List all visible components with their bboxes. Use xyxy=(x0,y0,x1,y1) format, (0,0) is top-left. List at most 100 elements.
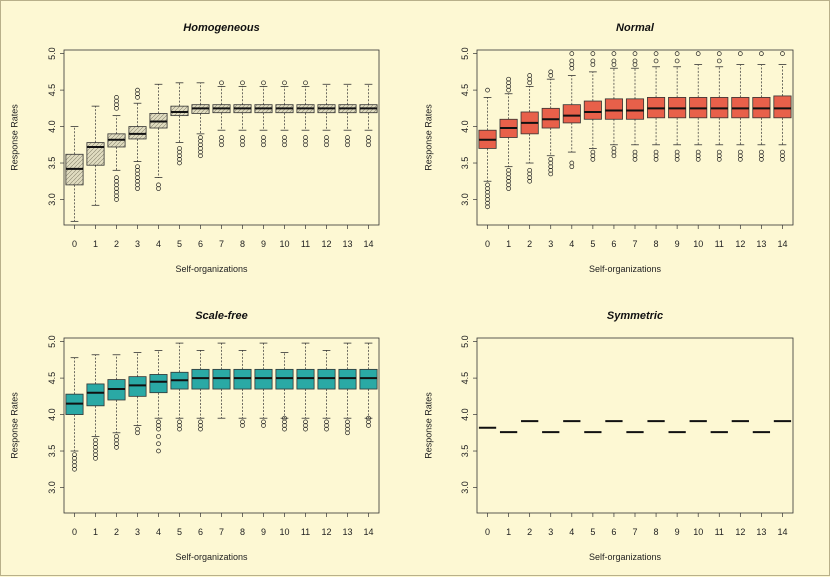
outlier-point xyxy=(569,65,575,71)
x-tick-label: 3 xyxy=(135,527,140,537)
x-tick-label: 1 xyxy=(93,527,98,537)
outlier-point xyxy=(114,182,119,188)
outlier-point xyxy=(114,437,119,443)
outlier-point xyxy=(114,441,119,447)
outlier-point xyxy=(282,138,287,144)
outlier-point xyxy=(282,142,287,148)
box-body xyxy=(233,368,252,390)
outlier-point xyxy=(485,87,490,93)
outlier-point xyxy=(135,171,140,177)
outlier-point xyxy=(114,189,119,195)
box-3 xyxy=(128,352,147,436)
x-tick-label: 12 xyxy=(321,527,331,537)
outlier-point xyxy=(261,135,266,140)
x-tick-label: 12 xyxy=(735,239,745,249)
box-12 xyxy=(317,349,336,432)
outlier-point xyxy=(506,80,511,86)
x-tick-label: 10 xyxy=(693,239,703,249)
x-tick-label: 14 xyxy=(363,527,373,537)
outlier-point xyxy=(780,157,785,162)
outlier-point xyxy=(324,419,329,425)
outlier-point xyxy=(759,51,764,56)
outlier-point xyxy=(506,178,511,184)
box-body xyxy=(191,368,210,390)
outlier-point xyxy=(548,69,554,75)
box-11 xyxy=(296,342,315,432)
outlier-point xyxy=(716,153,722,159)
outlier-point xyxy=(632,153,638,159)
outlier-point xyxy=(93,441,98,447)
x-tick-label: 1 xyxy=(93,239,98,249)
outlier-point xyxy=(506,76,511,82)
x-tick-label: 13 xyxy=(756,239,766,249)
outlier-point xyxy=(261,138,266,144)
outlier-point xyxy=(114,186,119,191)
outlier-point xyxy=(485,197,490,202)
outlier-point xyxy=(485,193,490,199)
outlier-point xyxy=(695,153,701,159)
y-tick-label: 3.5 xyxy=(47,445,57,458)
y-axis-label: Response Rates xyxy=(9,104,19,171)
outlier-point xyxy=(72,452,77,458)
outlier-point xyxy=(548,171,554,177)
outlier-point xyxy=(198,142,203,148)
outlier-point xyxy=(219,80,224,86)
x-tick-label: 6 xyxy=(611,527,616,537)
box-6 xyxy=(191,82,210,159)
box-8 xyxy=(233,80,252,148)
outlier-point xyxy=(674,157,680,162)
box-body xyxy=(359,368,378,390)
x-tick-label: 14 xyxy=(777,239,787,249)
outlier-point xyxy=(177,153,182,159)
x-tick-label: 12 xyxy=(735,527,745,537)
box-body xyxy=(149,374,168,394)
x-tick-label: 0 xyxy=(72,527,77,537)
outlier-point xyxy=(114,434,119,439)
outlier-point xyxy=(345,135,350,140)
x-tick-label: 8 xyxy=(240,527,245,537)
outlier-point xyxy=(261,80,266,86)
x-tick-label: 11 xyxy=(301,239,310,249)
box-3 xyxy=(128,87,147,191)
outlier-point xyxy=(366,423,371,428)
box-11 xyxy=(296,80,315,148)
box-13 xyxy=(752,51,771,162)
y-tick-label: 4.5 xyxy=(460,372,470,385)
outlier-point xyxy=(114,102,119,108)
x-tick-label: 2 xyxy=(114,239,119,249)
outlier-point xyxy=(198,419,203,425)
outlier-point xyxy=(198,149,203,155)
box-body xyxy=(583,100,602,120)
box-7 xyxy=(625,51,645,162)
box-14 xyxy=(359,83,378,148)
x-tick-label: 0 xyxy=(485,239,490,249)
x-tick-label: 7 xyxy=(632,527,637,537)
outlier-point xyxy=(759,153,764,159)
outlier-point xyxy=(240,80,245,86)
y-tick-label: 5.0 xyxy=(460,335,470,348)
outlier-point xyxy=(303,135,308,140)
panel-title: Symmetric xyxy=(607,310,663,322)
outlier-point xyxy=(569,58,575,64)
y-tick-label: 3.0 xyxy=(47,481,57,494)
outlier-point xyxy=(506,182,511,188)
outlier-point xyxy=(72,463,77,468)
box-8 xyxy=(647,51,666,162)
x-tick-label: 3 xyxy=(548,239,553,249)
outlier-point xyxy=(632,62,638,67)
outlier-point xyxy=(569,62,575,67)
outlier-point xyxy=(303,142,308,148)
x-tick-label: 0 xyxy=(485,527,490,537)
outlier-point xyxy=(114,193,119,199)
panel-title: Scale-free xyxy=(195,310,248,322)
outlier-point xyxy=(632,51,638,56)
outlier-point xyxy=(366,135,371,140)
outlier-point xyxy=(611,51,617,56)
outlier-point xyxy=(240,423,245,428)
outlier-point xyxy=(156,448,161,454)
box-body xyxy=(275,368,294,390)
outlier-point xyxy=(114,197,119,202)
outlier-point xyxy=(632,157,638,162)
outlier-point xyxy=(716,149,722,155)
